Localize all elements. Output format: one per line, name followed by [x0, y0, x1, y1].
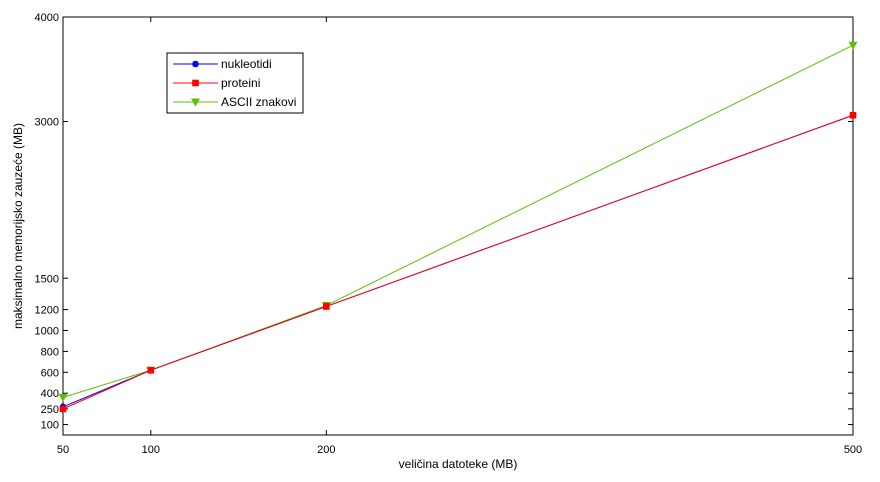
y-tick-label-8: 3000: [35, 117, 59, 129]
y-tick-label-9: 4000: [35, 12, 59, 24]
y-tick-label-0: 100: [41, 420, 59, 432]
series-1-point-1: [147, 366, 155, 374]
y-axis-label: maksimalno memorijsko zauzeće (MB): [11, 123, 25, 329]
y-tick-label-4: 800: [41, 346, 59, 358]
series-2-point-0: [58, 393, 68, 403]
y-tick-label-5: 1000: [35, 326, 59, 338]
legend-label-2: ASCII znakovi: [221, 95, 296, 109]
legend: nukleotidi proteini ASCII znakovi: [166, 52, 304, 114]
y-tick-label-7: 1500: [35, 273, 59, 285]
series-group: [58, 41, 858, 413]
x-tick-label-2: 200: [317, 444, 335, 456]
y-tick-label-2: 400: [41, 388, 59, 400]
series-1-point-3: [849, 111, 857, 119]
x-tick-label-1: 100: [142, 444, 160, 456]
series-1: [59, 111, 857, 413]
series-1-point-0: [59, 405, 67, 413]
y-tick-label-1: 250: [41, 404, 59, 416]
series-line-1: [62, 114, 854, 410]
legend-marker-2: [191, 98, 200, 107]
legend-label-1: proteini: [221, 76, 260, 90]
x-tick-label-3: 500: [844, 444, 862, 456]
x-axis-label: veličina datoteke (MB): [399, 457, 518, 471]
x-tick-label-0: 50: [57, 444, 69, 456]
legend-marker-0: [192, 60, 199, 68]
y-tick-label-6: 1200: [35, 305, 59, 317]
legend-label-0: nukleotidi: [221, 57, 272, 71]
y-tick-label-3: 600: [41, 367, 59, 379]
series-1-point-2: [323, 303, 330, 310]
series-2-point-3: [848, 41, 858, 50]
legend-marker-1: [192, 79, 199, 87]
